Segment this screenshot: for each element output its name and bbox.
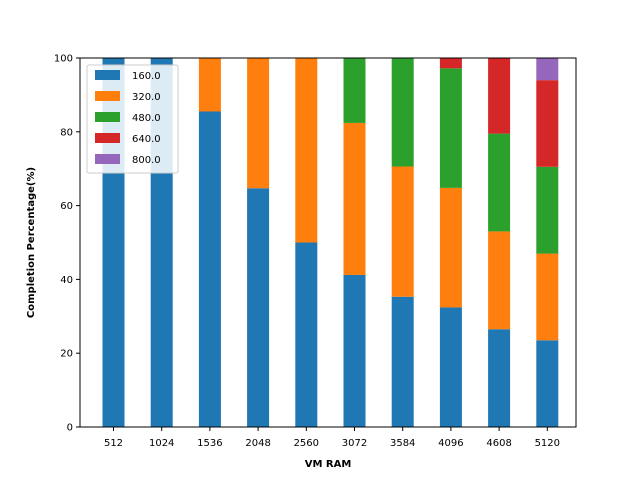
bar-5120-series-0 (536, 340, 559, 427)
bar-3072-series-0 (343, 274, 366, 427)
x-tick-label-512: 512 (104, 438, 123, 449)
bar-2560-series-0 (295, 242, 318, 427)
legend-swatch-4 (95, 154, 120, 164)
y-tick-label-40: 40 (60, 275, 73, 286)
legend-swatch-1 (95, 91, 120, 101)
plot-frame (79, 57, 577, 428)
y-tick-label-20: 20 (60, 349, 73, 360)
bar-2560-series-1 (295, 58, 318, 243)
bar-4608-series-3 (488, 58, 511, 134)
bar-4608-series-0 (488, 329, 511, 427)
legend-swatch-3 (95, 133, 120, 143)
x-tick-label-1536: 1536 (197, 438, 222, 449)
x-tick-label-2560: 2560 (294, 438, 319, 449)
bar-5120-series-4 (536, 58, 559, 81)
legend-label-1: 320.0 (132, 92, 161, 103)
bar-4608-series-2 (488, 133, 511, 232)
bar-4096-series-3 (439, 58, 462, 69)
x-tick-label-3072: 3072 (342, 438, 367, 449)
bar-1536-series-1 (198, 58, 221, 112)
legend-swatch-0 (95, 70, 120, 80)
legend: 160.0 320.0 480.0 640.0 800.0 (86, 64, 179, 174)
x-tick-label-4608: 4608 (486, 438, 511, 449)
bar-4096-series-0 (439, 307, 462, 427)
bar-3584-series-1 (391, 166, 414, 297)
bars-layer (102, 58, 559, 427)
legend-swatch-2 (95, 112, 120, 122)
bar-4096-series-2 (439, 68, 462, 188)
legend-label-4: 800.0 (132, 155, 161, 166)
x-tick-label-3584: 3584 (390, 438, 415, 449)
legend-label-0: 160.0 (132, 71, 161, 82)
y-tick-label-60: 60 (60, 201, 73, 212)
bar-1536-series-0 (198, 111, 221, 427)
x-tick-label-4096: 4096 (438, 438, 463, 449)
y-tick-label-0: 0 (67, 423, 73, 434)
bar-5120-series-2 (536, 166, 559, 254)
bar-3072-series-1 (343, 122, 366, 275)
bar-3584-series-2 (391, 58, 414, 167)
bar-2048-series-1 (247, 58, 270, 189)
x-tick-label-1024: 1024 (149, 438, 174, 449)
x-tick-label-2048: 2048 (245, 438, 270, 449)
legend-label-3: 640.0 (132, 134, 161, 145)
y-tick-label-80: 80 (60, 127, 73, 138)
y-tick-label-100: 100 (54, 54, 73, 65)
bar-5120-series-1 (536, 253, 559, 341)
y-axis: 0 20 40 60 80 100 (54, 54, 80, 434)
legend-label-2: 480.0 (132, 113, 161, 124)
bar-2048-series-0 (247, 188, 270, 427)
bar-4096-series-1 (439, 187, 462, 308)
x-tick-label-5120: 5120 (535, 438, 560, 449)
bar-3072-series-2 (343, 58, 366, 123)
y-axis-label: Completion Percentage(%) (26, 167, 37, 318)
x-axis: 512 1024 1536 2048 2560 3072 3584 4096 4608 5120 (104, 427, 560, 449)
bar-3584-series-0 (391, 296, 414, 427)
bar-5120-series-3 (536, 80, 559, 167)
bar-4608-series-1 (488, 231, 511, 330)
x-axis-label: VM RAM (305, 459, 352, 470)
